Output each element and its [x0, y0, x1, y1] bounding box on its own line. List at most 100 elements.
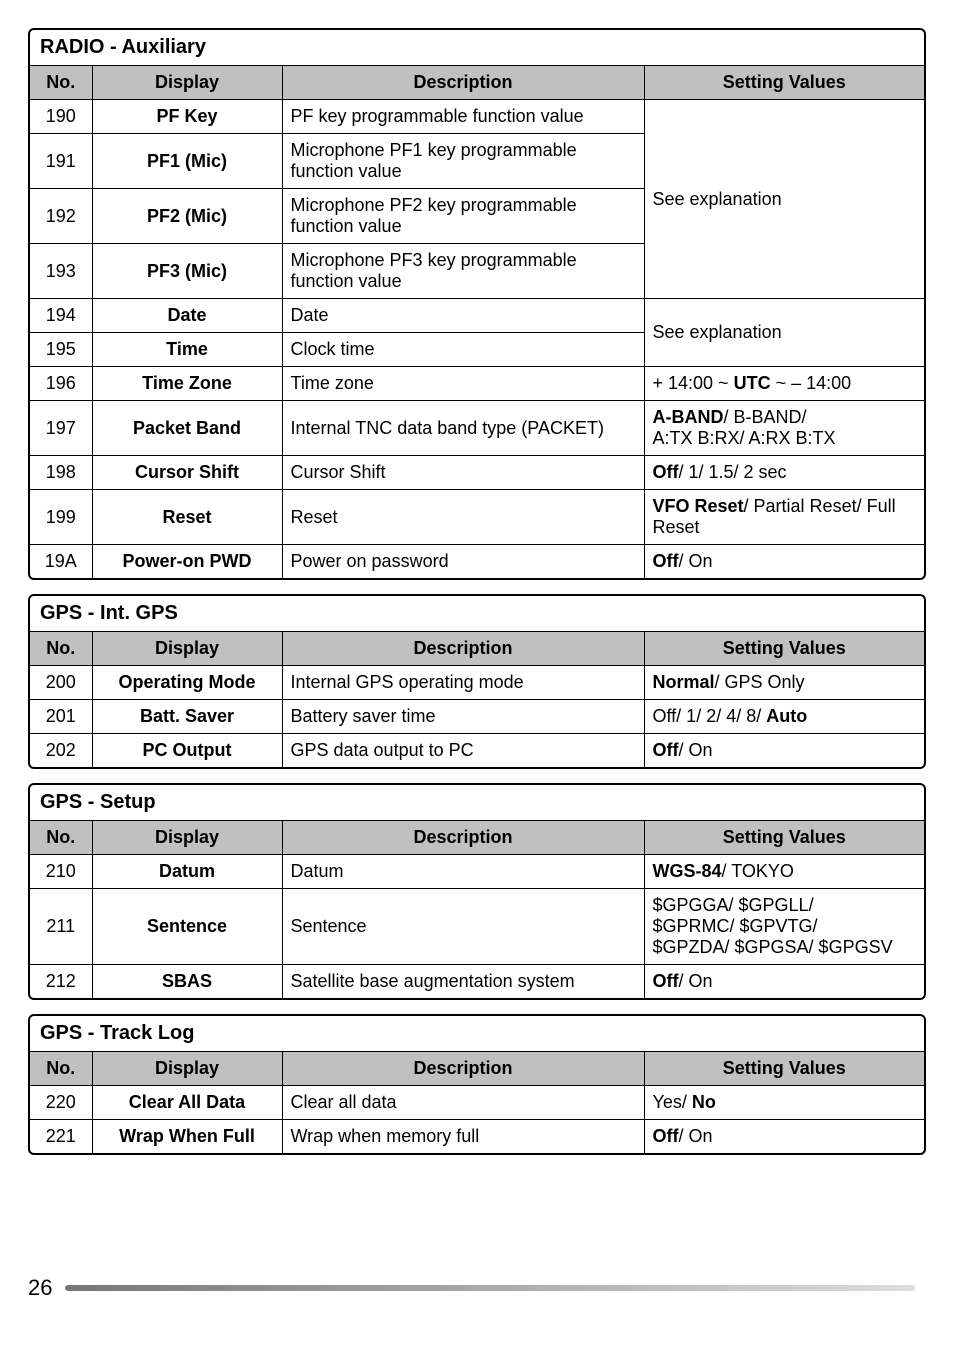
cell-no: 211	[30, 889, 92, 965]
cell-setting: Off/ On	[644, 965, 924, 999]
settings-section: GPS - Int. GPSNo.DisplayDescriptionSetti…	[28, 594, 926, 769]
column-header: Setting Values	[644, 66, 924, 100]
cell-display: Power-on PWD	[92, 545, 282, 579]
column-header: Setting Values	[644, 821, 924, 855]
section-title: GPS - Int. GPS	[30, 596, 924, 631]
cell-no: 201	[30, 700, 92, 734]
cell-display: Clear All Data	[92, 1086, 282, 1120]
cell-setting: + 14:00 ~ UTC ~ – 14:00	[644, 367, 924, 401]
cell-no: 198	[30, 456, 92, 490]
cell-no: 194	[30, 299, 92, 333]
section-title: GPS - Track Log	[30, 1016, 924, 1051]
settings-section: GPS - Track LogNo.DisplayDescriptionSett…	[28, 1014, 926, 1155]
cell-description: Microphone PF1 key programmable function…	[282, 134, 644, 189]
table-row: 211SentenceSentence$GPGGA/ $GPGLL/$GPRMC…	[30, 889, 924, 965]
column-header: Display	[92, 66, 282, 100]
cell-description: Clock time	[282, 333, 644, 367]
cell-description: Battery saver time	[282, 700, 644, 734]
table-row: 210DatumDatumWGS-84/ TOKYO	[30, 855, 924, 889]
cell-description: Clear all data	[282, 1086, 644, 1120]
cell-no: 210	[30, 855, 92, 889]
cell-description: PF key programmable function value	[282, 100, 644, 134]
cell-display: Reset	[92, 490, 282, 545]
cell-display: Time	[92, 333, 282, 367]
cell-description: Date	[282, 299, 644, 333]
table-row: 221Wrap When FullWrap when memory fullOf…	[30, 1120, 924, 1154]
cell-no: 19A	[30, 545, 92, 579]
cell-setting: Off/ On	[644, 1120, 924, 1154]
cell-setting: Off/ On	[644, 545, 924, 579]
column-header: Description	[282, 66, 644, 100]
cell-display: Operating Mode	[92, 666, 282, 700]
cell-display: PF3 (Mic)	[92, 244, 282, 299]
cell-setting: WGS-84/ TOKYO	[644, 855, 924, 889]
cell-setting: See explanation	[644, 299, 924, 367]
cell-no: 195	[30, 333, 92, 367]
cell-setting: VFO Reset/ Partial Reset/ Full Reset	[644, 490, 924, 545]
cell-display: SBAS	[92, 965, 282, 999]
settings-section: RADIO - AuxiliaryNo.DisplayDescriptionSe…	[28, 28, 926, 580]
cell-setting: $GPGGA/ $GPGLL/$GPRMC/ $GPVTG/$GPZDA/ $G…	[644, 889, 924, 965]
cell-display: Date	[92, 299, 282, 333]
column-header: Setting Values	[644, 1052, 924, 1086]
cell-setting: A-BAND/ B-BAND/A:TX B:RX/ A:RX B:TX	[644, 401, 924, 456]
table-row: 201Batt. SaverBattery saver timeOff/ 1/ …	[30, 700, 924, 734]
cell-display: PC Output	[92, 734, 282, 768]
cell-display: Wrap When Full	[92, 1120, 282, 1154]
cell-no: 221	[30, 1120, 92, 1154]
table-row: 199ResetResetVFO Reset/ Partial Reset/ F…	[30, 490, 924, 545]
table-row: 220Clear All DataClear all dataYes/ No	[30, 1086, 924, 1120]
cell-setting: Off/ 1/ 2/ 4/ 8/ Auto	[644, 700, 924, 734]
cell-no: 202	[30, 734, 92, 768]
cell-description: Datum	[282, 855, 644, 889]
column-header: Setting Values	[644, 632, 924, 666]
cell-no: 199	[30, 490, 92, 545]
settings-section: GPS - SetupNo.DisplayDescriptionSetting …	[28, 783, 926, 1000]
cell-description: Time zone	[282, 367, 644, 401]
table-row: 200Operating ModeInternal GPS operating …	[30, 666, 924, 700]
column-header: No.	[30, 632, 92, 666]
section-title: GPS - Setup	[30, 785, 924, 820]
cell-description: Wrap when memory full	[282, 1120, 644, 1154]
column-header: Description	[282, 821, 644, 855]
cell-display: PF1 (Mic)	[92, 134, 282, 189]
cell-description: Cursor Shift	[282, 456, 644, 490]
cell-display: Sentence	[92, 889, 282, 965]
column-header: Display	[92, 1052, 282, 1086]
table-row: 194DateDateSee explanation	[30, 299, 924, 333]
table-row: 198Cursor ShiftCursor ShiftOff/ 1/ 1.5/ …	[30, 456, 924, 490]
settings-table: No.DisplayDescriptionSetting Values220Cl…	[30, 1051, 924, 1153]
settings-table: No.DisplayDescriptionSetting Values210Da…	[30, 820, 924, 998]
cell-setting: Normal/ GPS Only	[644, 666, 924, 700]
table-row: 202PC OutputGPS data output to PCOff/ On	[30, 734, 924, 768]
cell-no: 191	[30, 134, 92, 189]
column-header: Display	[92, 821, 282, 855]
cell-display: Datum	[92, 855, 282, 889]
column-header: No.	[30, 821, 92, 855]
column-header: No.	[30, 66, 92, 100]
cell-description: Power on password	[282, 545, 644, 579]
page-number: 26	[28, 1275, 52, 1301]
column-header: Description	[282, 1052, 644, 1086]
cell-description: Reset	[282, 490, 644, 545]
table-row: 212SBASSatellite base augmentation syste…	[30, 965, 924, 999]
cell-description: Sentence	[282, 889, 644, 965]
cell-description: Microphone PF3 key programmable function…	[282, 244, 644, 299]
cell-no: 190	[30, 100, 92, 134]
cell-no: 220	[30, 1086, 92, 1120]
cell-setting: Off/ 1/ 1.5/ 2 sec	[644, 456, 924, 490]
cell-display: PF Key	[92, 100, 282, 134]
cell-no: 193	[30, 244, 92, 299]
section-title: RADIO - Auxiliary	[30, 30, 924, 65]
cell-display: PF2 (Mic)	[92, 189, 282, 244]
cell-no: 212	[30, 965, 92, 999]
cell-no: 192	[30, 189, 92, 244]
cell-display: Packet Band	[92, 401, 282, 456]
footer-rule	[65, 1285, 915, 1291]
cell-description: Internal GPS operating mode	[282, 666, 644, 700]
cell-no: 196	[30, 367, 92, 401]
settings-table: No.DisplayDescriptionSetting Values190PF…	[30, 65, 924, 578]
cell-setting: Yes/ No	[644, 1086, 924, 1120]
column-header: Display	[92, 632, 282, 666]
cell-description: Microphone PF2 key programmable function…	[282, 189, 644, 244]
